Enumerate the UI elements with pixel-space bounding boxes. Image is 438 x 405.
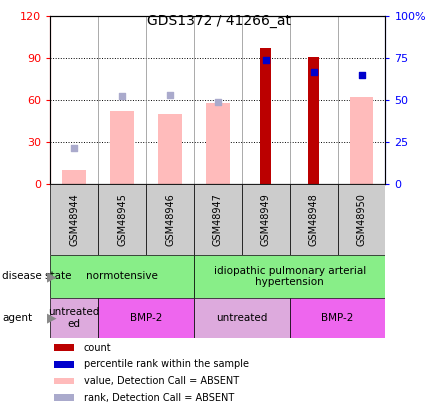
Bar	[290, 298, 385, 338]
Text: count: count	[84, 343, 112, 352]
Point	[71, 145, 78, 151]
Text: GSM48947: GSM48947	[213, 193, 223, 246]
Bar	[194, 184, 242, 255]
Text: idiopathic pulmonary arterial
hypertension: idiopathic pulmonary arterial hypertensi…	[214, 266, 366, 287]
Point	[262, 57, 269, 63]
Text: GDS1372 / 41266_at: GDS1372 / 41266_at	[147, 14, 291, 28]
Text: BMP-2: BMP-2	[130, 313, 162, 323]
Bar	[194, 255, 385, 298]
Bar	[158, 114, 182, 184]
Bar	[50, 298, 98, 338]
Bar	[54, 361, 74, 368]
Text: GSM48945: GSM48945	[117, 193, 127, 246]
Bar	[350, 98, 374, 184]
Bar	[54, 344, 74, 351]
Bar	[54, 377, 74, 384]
Bar	[308, 57, 319, 184]
Bar	[98, 184, 146, 255]
Text: agent: agent	[2, 313, 32, 323]
Text: ▶: ▶	[47, 270, 57, 283]
Text: GSM48946: GSM48946	[165, 193, 175, 246]
Point	[358, 72, 365, 78]
Bar	[260, 49, 271, 184]
Text: value, Detection Call = ABSENT: value, Detection Call = ABSENT	[84, 376, 239, 386]
Point	[166, 92, 173, 98]
Bar	[50, 184, 98, 255]
Text: rank, Detection Call = ABSENT: rank, Detection Call = ABSENT	[84, 393, 234, 403]
Bar	[194, 298, 290, 338]
Bar	[338, 184, 385, 255]
Bar	[62, 170, 86, 184]
Bar	[206, 103, 230, 184]
Text: ▶: ▶	[47, 311, 57, 324]
Text: disease state: disease state	[2, 271, 72, 281]
Text: untreated: untreated	[216, 313, 268, 323]
Point	[119, 93, 126, 99]
Bar	[146, 184, 194, 255]
Point	[214, 98, 221, 105]
Point	[310, 68, 317, 75]
Text: GSM48949: GSM48949	[261, 193, 271, 246]
Bar	[54, 394, 74, 401]
Text: BMP-2: BMP-2	[321, 313, 354, 323]
Text: normotensive: normotensive	[86, 271, 158, 281]
Text: percentile rank within the sample: percentile rank within the sample	[84, 359, 249, 369]
Bar	[98, 298, 194, 338]
Bar	[290, 184, 338, 255]
Text: GSM48950: GSM48950	[357, 193, 367, 246]
Bar	[110, 111, 134, 184]
Bar	[50, 255, 194, 298]
Text: untreated
ed: untreated ed	[49, 307, 100, 329]
Text: GSM48948: GSM48948	[309, 193, 318, 246]
Text: GSM48944: GSM48944	[69, 193, 79, 246]
Bar	[242, 184, 290, 255]
